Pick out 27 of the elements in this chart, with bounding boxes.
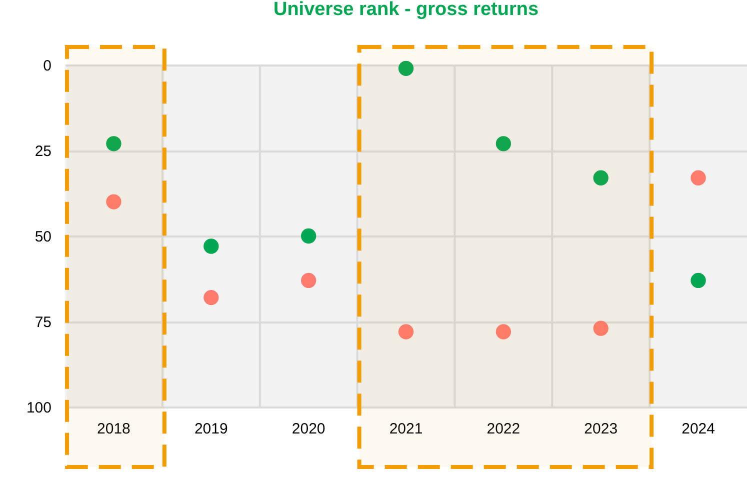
point (106, 194, 122, 210)
x-tick-label: 2020 (292, 420, 326, 438)
point (496, 324, 512, 340)
point (496, 136, 512, 152)
y-tick-label: 100 (26, 400, 52, 416)
point (300, 228, 316, 244)
point (593, 320, 608, 336)
point (593, 170, 608, 186)
point (398, 60, 414, 76)
point (204, 238, 219, 254)
y-tick-label: 75 (34, 314, 52, 331)
x-tick-label: 2018 (97, 420, 130, 438)
y-tick-label: 0 (43, 58, 52, 74)
y-tick-label: 50 (34, 228, 52, 246)
point (690, 170, 706, 186)
x-tick-label: 2022 (486, 420, 520, 438)
point (204, 290, 219, 306)
x-tick-label: 2019 (194, 420, 228, 438)
point (300, 272, 316, 288)
x-tick-label: 2024 (682, 420, 715, 438)
y-tick-label: 25 (34, 143, 52, 160)
point (106, 136, 122, 152)
x-tick-label: 2021 (389, 420, 423, 438)
chart-title: Universe rank - gross returns (273, 0, 539, 20)
point (690, 272, 706, 288)
x-tick-label: 2023 (584, 420, 618, 438)
point (398, 324, 414, 340)
